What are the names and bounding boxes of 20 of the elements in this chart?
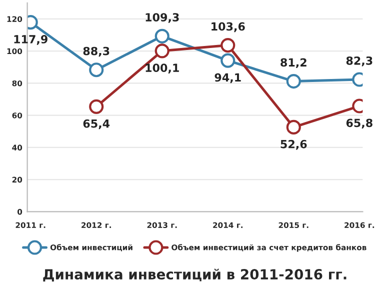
data-label: 88,3 — [83, 46, 110, 57]
data-label: 100,1 — [146, 64, 179, 74]
data-label: 94,1 — [214, 73, 241, 84]
data-label: 109,3 — [146, 13, 179, 23]
data-label: 82,3 — [346, 56, 372, 66]
text: Динамика инвестиций в 2011-2016 гг. — [43, 268, 346, 282]
point — [154, 44, 170, 58]
point — [286, 74, 301, 89]
point — [154, 28, 170, 44]
data-label: 117,9 — [14, 35, 48, 45]
data-label: 65,8 — [346, 118, 372, 129]
point — [220, 53, 236, 68]
data-label: 52,6 — [280, 140, 307, 150]
data-label: 65,4 — [83, 119, 110, 130]
point — [286, 120, 301, 135]
data-label: 103,6 — [212, 22, 245, 32]
point — [89, 99, 104, 114]
point — [89, 62, 104, 78]
point — [220, 38, 236, 53]
data-label: 81,2 — [280, 58, 306, 68]
